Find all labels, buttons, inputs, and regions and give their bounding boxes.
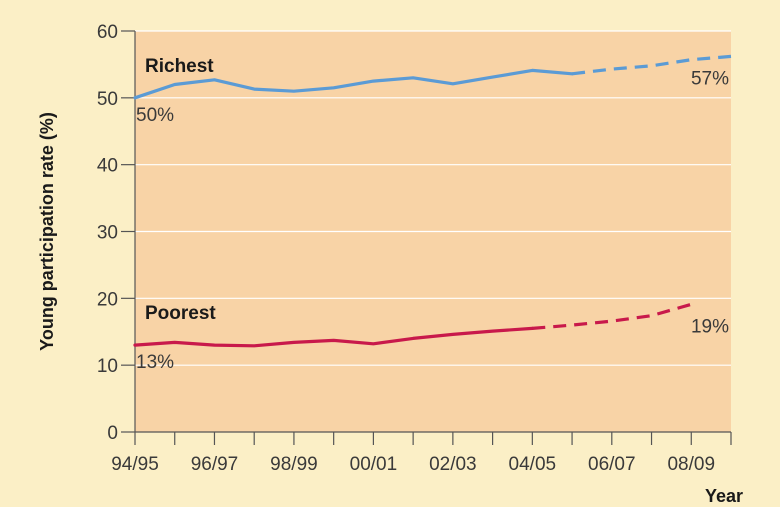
series-label-poorest: Poorest bbox=[145, 303, 216, 324]
series-poorest bbox=[133, 302, 692, 348]
richest-line bbox=[133, 68, 574, 100]
x-tick-label: 98/99 bbox=[270, 454, 318, 475]
x-axis-title: Year bbox=[705, 486, 743, 506]
richest-projection-line bbox=[571, 54, 732, 76]
y-tick-label: 40 bbox=[97, 156, 118, 177]
x-tick-label: 94/95 bbox=[111, 454, 159, 475]
x-tick-label: 04/05 bbox=[509, 454, 557, 475]
y-tick-label: 60 bbox=[97, 22, 118, 43]
poorest-projection-line bbox=[532, 302, 692, 330]
start-value-label: 13% bbox=[136, 352, 174, 373]
series-label-richest: Richest bbox=[145, 56, 214, 77]
x-tick-label: 02/03 bbox=[429, 454, 477, 475]
series-richest bbox=[133, 54, 732, 100]
y-tick-label: 30 bbox=[97, 223, 118, 244]
x-tick-label: 08/09 bbox=[667, 454, 715, 475]
y-tick-label: 20 bbox=[97, 289, 118, 310]
end-value-label: 19% bbox=[691, 316, 729, 337]
y-tick-label: 0 bbox=[107, 423, 118, 444]
y-tick-label: 10 bbox=[97, 356, 118, 377]
poorest-line bbox=[133, 326, 534, 348]
start-value-label: 50% bbox=[136, 105, 174, 126]
end-value-label: 57% bbox=[691, 68, 729, 89]
y-tick-label: 50 bbox=[97, 89, 118, 110]
gridlines bbox=[135, 30, 731, 366]
labels-layer: Richest 50% 57% Poorest 13% 19% bbox=[136, 56, 729, 373]
y-axis-title: Young participation rate (%) bbox=[37, 112, 57, 351]
x-tick-label: 06/07 bbox=[588, 454, 636, 475]
axes: 0 10 20 30 40 50 60 94/95 96/97 98/99 00/01 02/03 04… bbox=[97, 22, 732, 475]
x-tick-label: 96/97 bbox=[191, 454, 239, 475]
series-layer bbox=[133, 54, 732, 348]
x-tick-label: 00/01 bbox=[350, 454, 398, 475]
